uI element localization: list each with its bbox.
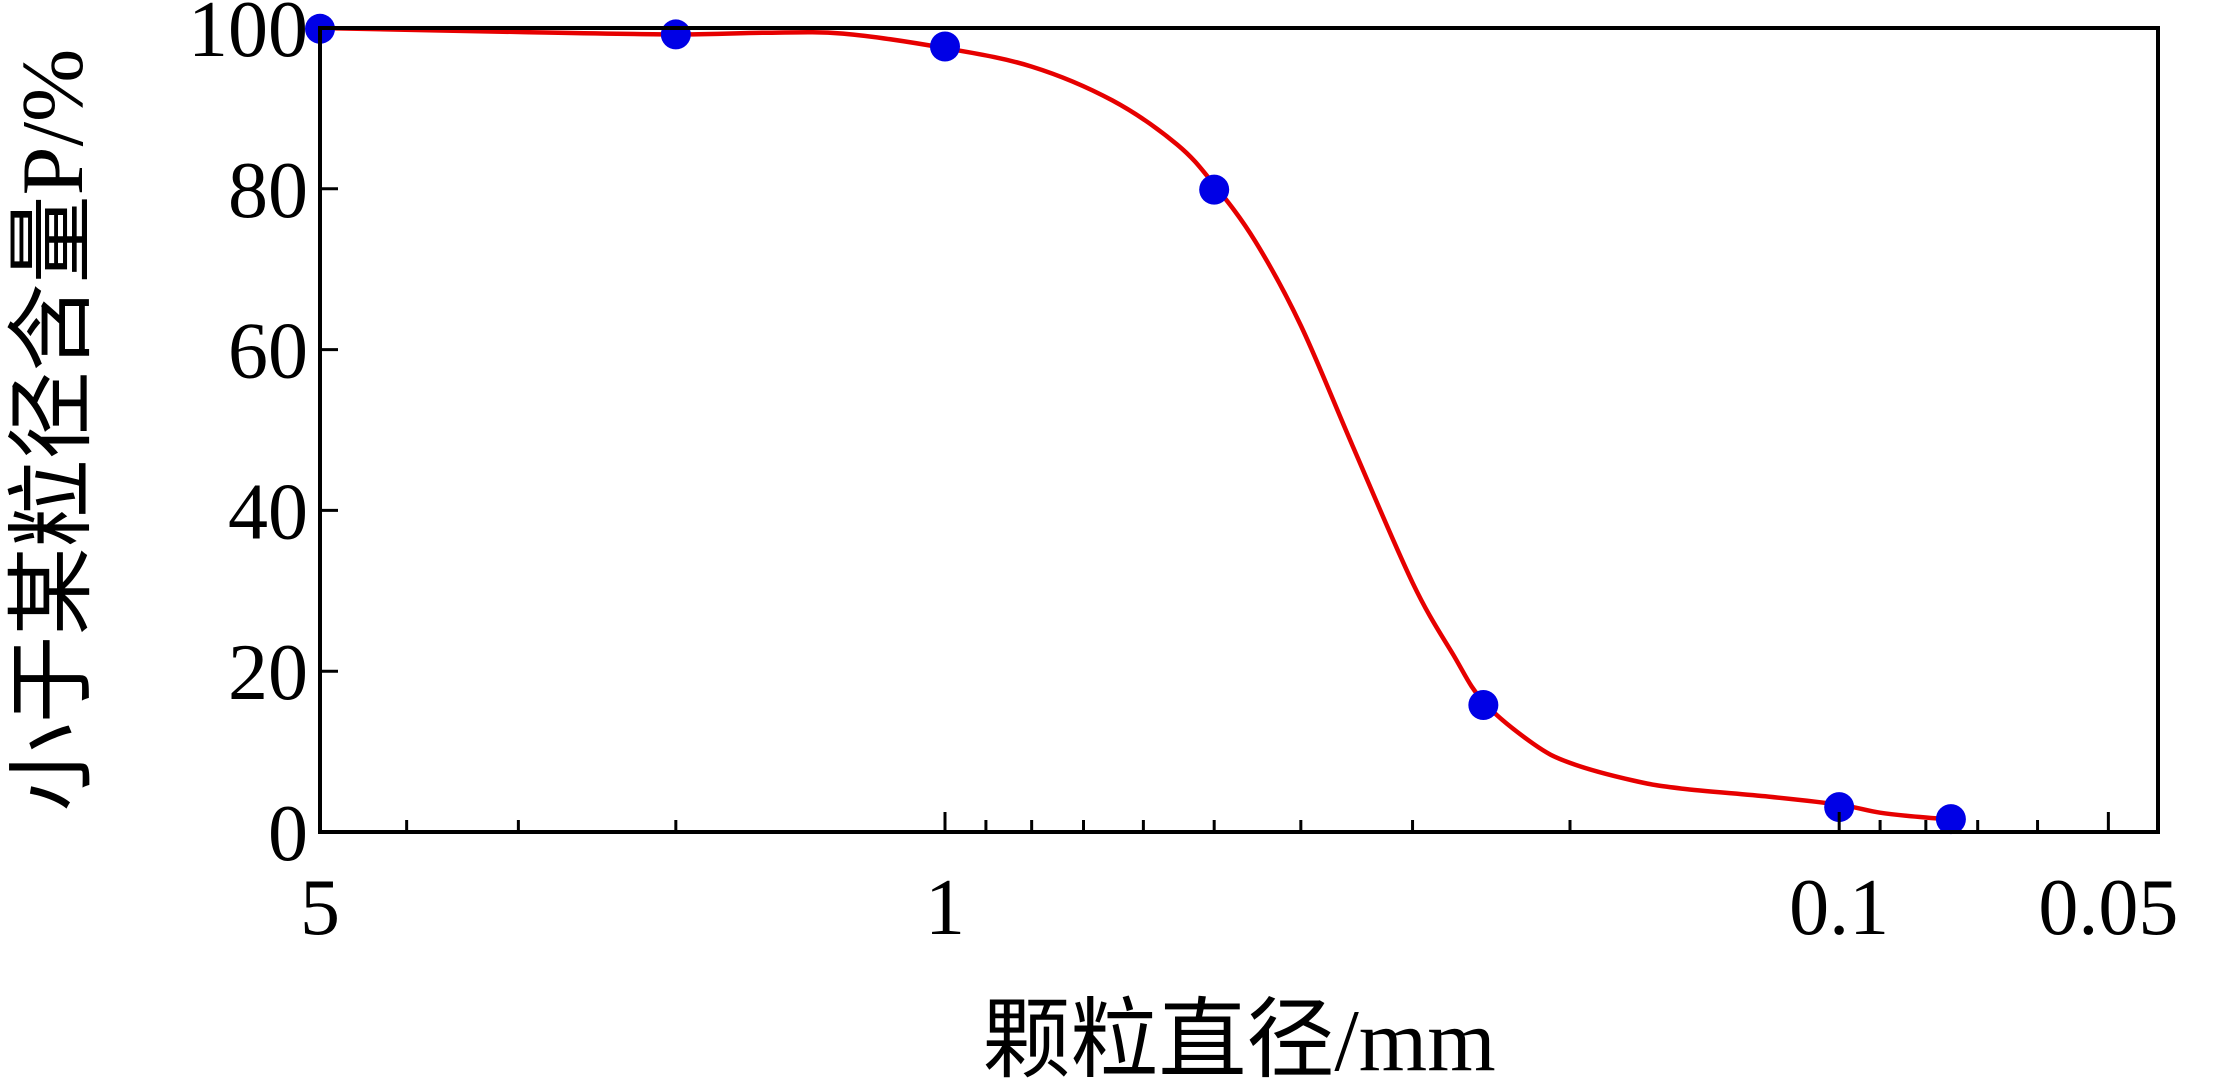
x-axis-label: 颗粒直径/mm: [982, 993, 1495, 1083]
x-tick-label-1: 1: [925, 864, 965, 952]
y-tick-label-3: 60: [228, 308, 308, 396]
x-tick-label-0: 5: [300, 864, 340, 952]
y-axis-label: 小于某粒径含量P/%: [5, 49, 102, 812]
data-point-5: [1824, 792, 1855, 823]
ticks-layer: 0 20 40 60 80 100 5 1 0.1 0.05: [188, 0, 2178, 952]
data-point-3: [1199, 174, 1230, 205]
data-point-6: [1935, 804, 1966, 835]
x-tick-label-2: 0.1: [1789, 864, 1889, 952]
data-point-1: [660, 19, 691, 50]
y-tick-label-2: 40: [228, 468, 308, 556]
y-tick-label-0: 0: [268, 790, 308, 878]
data-point-4: [1468, 689, 1499, 720]
y-tick-label-5: 100: [188, 0, 308, 74]
y-tick-label-1: 20: [228, 629, 308, 717]
y-tick-label-4: 80: [228, 147, 308, 235]
data-point-2: [930, 31, 961, 62]
plot-frame: [318, 26, 2160, 834]
fit-curve-line: [319, 25, 1952, 822]
x-tick-label-3: 0.05: [2038, 864, 2178, 952]
